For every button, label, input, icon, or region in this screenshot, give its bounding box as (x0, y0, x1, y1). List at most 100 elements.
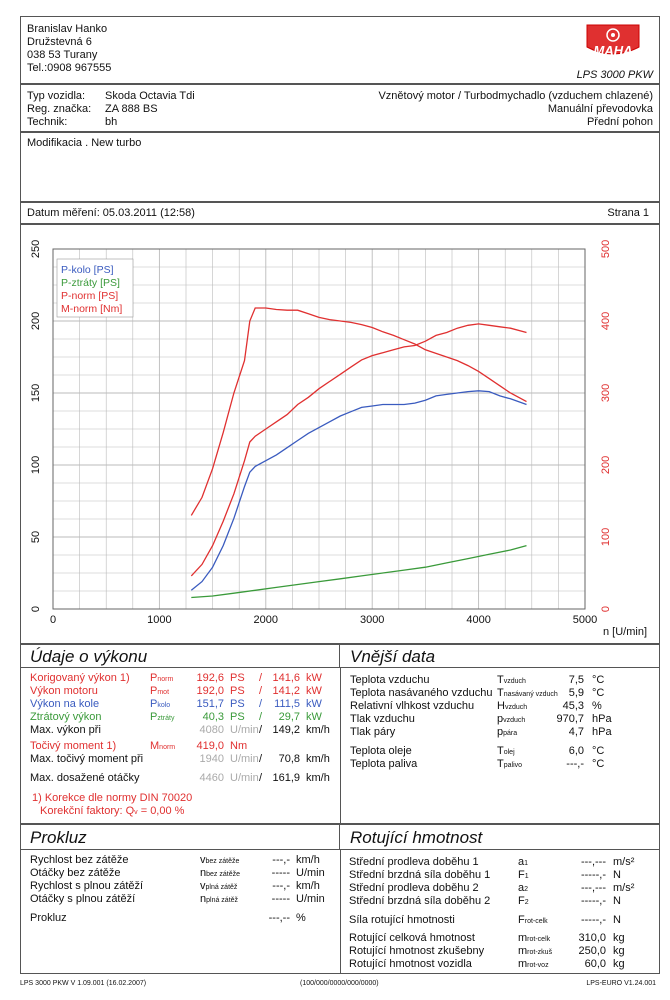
y-right-tick-label: 200 (600, 456, 612, 474)
rotating-title-bar: Rotující hmotnost (340, 824, 660, 850)
formula-symbol: Pkolo (150, 698, 170, 710)
vehicle-labels: Typ vozidla: Reg. značka: Technik: (27, 90, 91, 129)
slip-unit: km/h (296, 854, 320, 866)
formula-symbol: nbez zátěže (200, 867, 240, 879)
rotating-unit: kg (613, 932, 625, 944)
symbol-subscript: 1 (524, 860, 529, 867)
perf-sep: / (259, 672, 263, 684)
slip-label: Prokluz (30, 912, 67, 924)
rotating-unit: N (613, 914, 621, 926)
perf-unit-ps: PS (230, 698, 245, 710)
footer-euro-version: LPS-EURO V1.24.001 (586, 980, 656, 987)
technician-label: Technik: (27, 116, 68, 128)
slip-unit: U/min (296, 867, 325, 879)
perf-label: Výkon motoru (30, 685, 98, 697)
symbol-subscript: 2 (524, 899, 529, 906)
slip-label: Rychlost s plnou zátěží (30, 880, 144, 892)
external-value: 6,0 (568, 745, 584, 757)
formula-symbol: Pnorm (150, 672, 173, 684)
symbol-subscript: ztráty (157, 715, 175, 722)
slip-title-bar: Prokluz (20, 824, 340, 850)
rotating-label: Střední brzdná síla doběhu 2 (349, 895, 491, 907)
owner-line: Družstevná 6 (27, 36, 92, 48)
x-axis-label: n [U/min] (603, 626, 647, 638)
owner-line: Branislav Hanko (27, 23, 108, 35)
chart-box: 0 1000 2000 3000 4000 5000 n [U/min] 0 50 100 150 2… (20, 224, 660, 644)
formula-symbol: Tvzduch (497, 674, 526, 686)
external-value: 970,7 (556, 713, 584, 725)
rpm-unit: U/min (230, 753, 259, 765)
formula-symbol: Hvzduch (497, 700, 527, 712)
symbol-letter: m (518, 958, 528, 970)
perf-unit-kw: kW (306, 672, 322, 684)
symbol-subscript: rot-celk (527, 936, 551, 943)
formula-symbol: a1 (518, 856, 528, 868)
vehicle-type-label: Typ vozidla: (27, 90, 86, 102)
legend-box (56, 258, 134, 318)
x-tick-label: 0 (50, 614, 56, 626)
max-rpm-speed: 161,9 (272, 772, 300, 784)
symbol-subscript: nasávaný vzduch (503, 691, 558, 698)
rotating-label: Střední prodleva doběhu 1 (349, 856, 479, 868)
external-value: 5,9 (568, 687, 584, 699)
external-label: Teplota nasávaného vzduchu (350, 687, 493, 699)
external-title: Vnější data (350, 647, 436, 666)
correction-factor: Korekční faktory: Qv = 0,00 % (40, 805, 184, 817)
external-value: 4,7 (568, 726, 584, 738)
measurement-date: Datum měření: 05.03.2011 (12:58) (27, 207, 195, 219)
x-tick-label: 4000 (466, 614, 490, 626)
external-unit: % (592, 700, 602, 712)
drive-type: Přední pohon (586, 116, 653, 128)
performance-title: Údaje o výkonu (30, 647, 148, 666)
symbol-subscript: bez zátěže (206, 871, 240, 878)
max-rpm-label: Max. dosažené otáčky (30, 772, 140, 784)
external-label: Teplota vzduchu (350, 674, 430, 686)
correction-factor-sub: v (134, 809, 138, 816)
formula-symbol: Mnorm (150, 740, 175, 752)
max-torque-speed: 70,8 (278, 753, 300, 765)
perf-value-ps: 151,7 (196, 698, 224, 710)
torque-value: 419,0 (196, 740, 224, 752)
symbol-subscript: rot-zkuš (527, 949, 553, 956)
symbol-subscript: vzduch (503, 678, 526, 685)
torque-label: Točivý moment 1) (30, 740, 117, 752)
symbol-letter: n (200, 893, 207, 905)
logo-text: MAHA (594, 43, 633, 58)
speed-unit: km/h (306, 724, 330, 736)
symbol-subscript: pára (503, 730, 518, 737)
max-power-speed: 149,2 (272, 724, 300, 736)
modification-text: Modifikacia . New turbo (27, 137, 142, 149)
symbol-letter: a (518, 856, 525, 868)
x-tick-label: 2000 (254, 614, 278, 626)
external-label: Relativní vlhkost vzduchu (350, 700, 475, 712)
owner-line: 038 53 Turany (27, 49, 98, 61)
symbol-subscript: vzduch (503, 717, 526, 724)
perf-value-ps: 192,6 (196, 672, 224, 684)
formula-symbol: mrot-voz (518, 958, 549, 970)
formula-symbol: F1 (518, 869, 529, 881)
symbol-subscript: norm (157, 676, 174, 683)
rpm-unit: U/min (230, 772, 259, 784)
product-name: LPS 3000 PKW (576, 69, 653, 81)
external-label: Teplota paliva (350, 758, 418, 770)
rotating-unit: N (613, 895, 621, 907)
rotating-label: Rotující hmotnost vozidla (349, 958, 472, 970)
speed-unit: km/h (306, 772, 330, 784)
performance-title-bar: Údaje o výkonu (20, 644, 340, 668)
symbol-letter: T (497, 674, 504, 686)
y-left-tick-label: 100 (30, 456, 42, 474)
perf-value-kw: 29,7 (278, 711, 300, 723)
technician-value: bh (105, 116, 118, 128)
footer-code: (100/000/0000/000/0000) (300, 980, 379, 987)
external-label: Tlak páry (350, 726, 396, 738)
section-divider-2 (340, 850, 341, 974)
x-tick-label: 1000 (147, 614, 171, 626)
slip-unit: km/h (296, 880, 320, 892)
series-line-2 (191, 544, 527, 599)
max-rpm-value: 4460 (199, 772, 224, 784)
formula-symbol: F2 (518, 895, 529, 907)
legend-entry: P-kolo [PS] (61, 264, 114, 276)
external-unit: °C (592, 674, 605, 686)
symbol-letter: T (497, 758, 504, 770)
slip-label: Rychlost bez zátěže (30, 854, 129, 866)
